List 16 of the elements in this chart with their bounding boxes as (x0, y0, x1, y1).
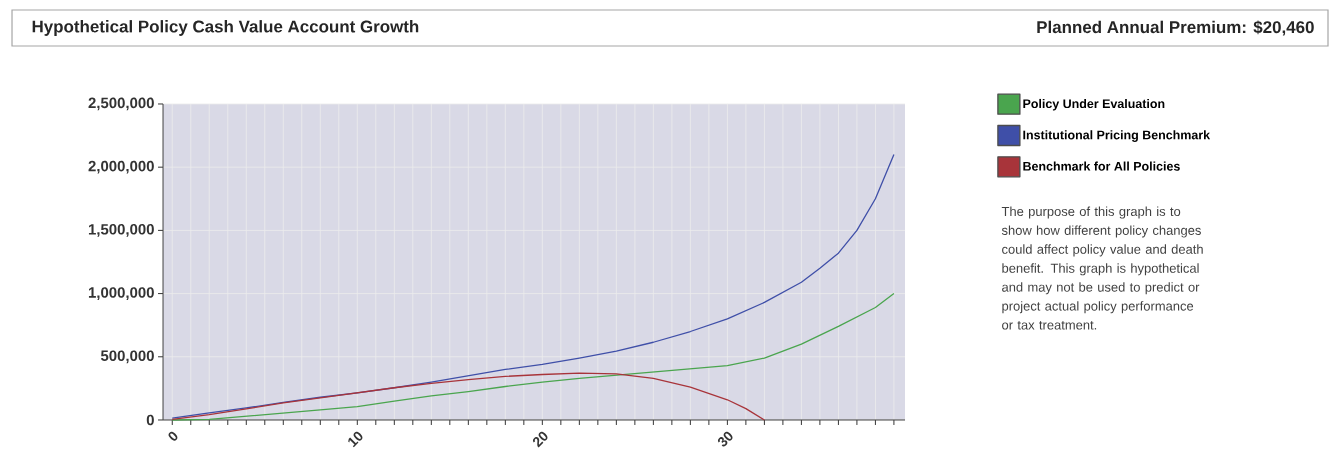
legend-label: Benchmark for All Policies (1023, 161, 1180, 171)
y-tick-label: 2,000,000 (88, 160, 154, 174)
x-tick-label: 30 (717, 431, 733, 447)
x-tick-label: 0 (168, 431, 178, 441)
legend-label: Institutional Pricing Benchmark (1023, 130, 1211, 142)
y-tick-label: 2,500,000 (88, 97, 154, 111)
text: The purpose of this graph is to show how different policy changes could affect policy value and death benefit. This graph is hypothetical and may not be used to predict or project actual policy performance or tax treatment. (1001, 206, 1203, 330)
chart-title: Hypothetical Policy Cash Value Account Growth (32, 20, 419, 36)
y-tick-label: 1,000,000 (88, 287, 154, 300)
text: Planned Annual Premium: $20,460 (1037, 20, 1314, 36)
y-tick-label: 500,000 (100, 350, 154, 364)
legend-label: Policy Under Evaluation (1023, 98, 1165, 111)
x-tick-label: 10 (348, 431, 363, 448)
y-tick-label: 1,500,000 (88, 224, 154, 237)
x-tick-label: 20 (532, 431, 548, 448)
y-tick-label: 0 (146, 414, 154, 426)
